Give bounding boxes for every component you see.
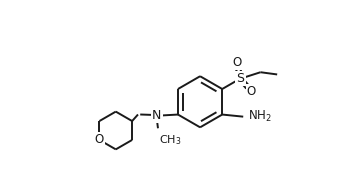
Text: O: O xyxy=(232,56,241,69)
Text: O: O xyxy=(247,85,256,98)
Text: CH$_3$: CH$_3$ xyxy=(159,133,181,146)
Text: NH$_2$: NH$_2$ xyxy=(248,109,271,124)
Text: O: O xyxy=(95,133,104,146)
Text: N: N xyxy=(152,109,161,122)
Text: S: S xyxy=(237,72,245,85)
